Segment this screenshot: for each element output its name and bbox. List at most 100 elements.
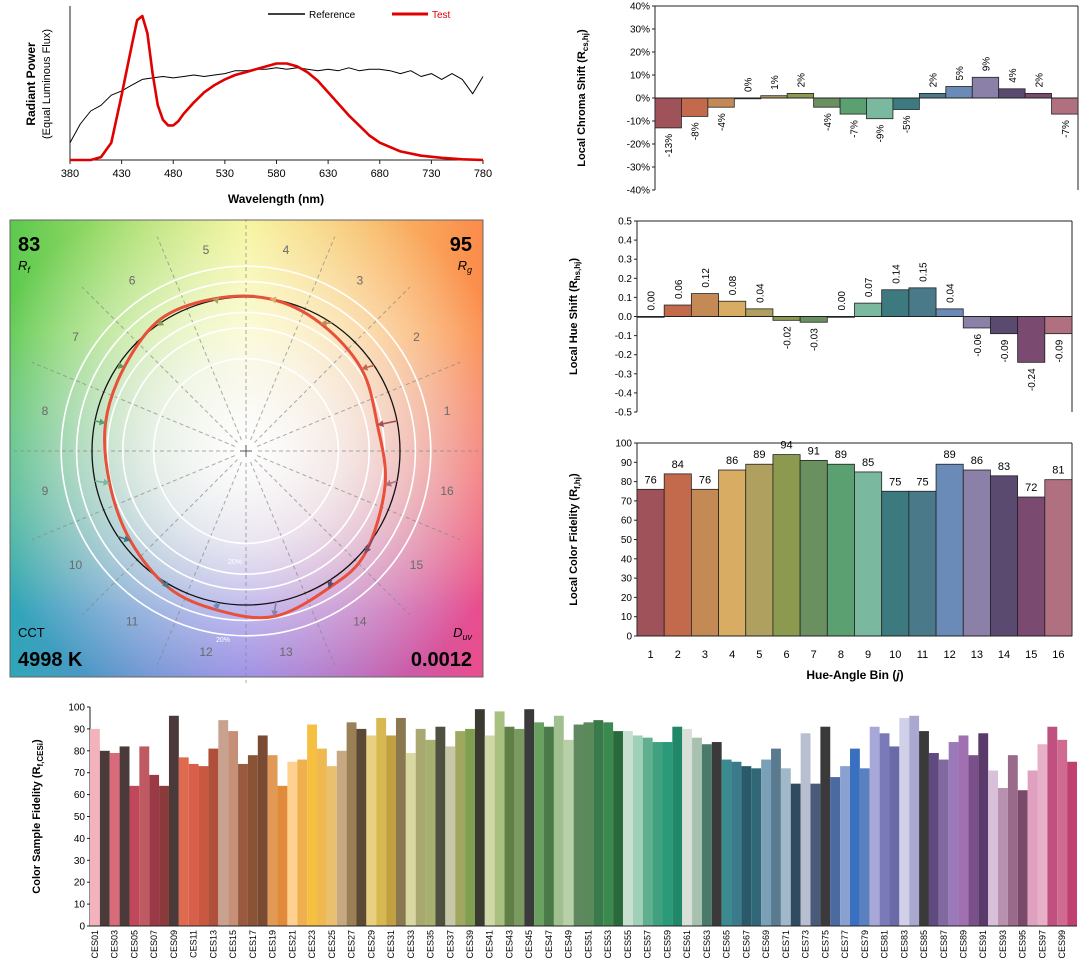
hue-bin-label-7: 7 bbox=[72, 330, 79, 344]
test-spd-line bbox=[70, 14, 484, 162]
hue-bar bbox=[962, 316, 991, 329]
hue-bin-label-4: 4 bbox=[283, 243, 290, 257]
ces-tick-label: CES87 bbox=[939, 930, 949, 959]
hue-data-label: -0.09 bbox=[1000, 339, 1011, 362]
hue-bin-label-16: 16 bbox=[440, 484, 454, 498]
ces-bar bbox=[435, 726, 446, 926]
ces-bar bbox=[1037, 744, 1048, 926]
hue-data-label: 0.06 bbox=[674, 279, 685, 299]
ces-bar bbox=[938, 759, 949, 926]
ces-tick-label: CES27 bbox=[347, 930, 357, 959]
hue-bin-label-2: 2 bbox=[413, 330, 420, 344]
hue-y-label-end: ) bbox=[568, 258, 580, 262]
chroma-data-label: 9% bbox=[981, 57, 992, 72]
ces-bar bbox=[1067, 761, 1077, 926]
reference-spd-line bbox=[69, 67, 484, 143]
ces-y-tick-label: 70 bbox=[74, 768, 86, 779]
fidelity-y-tick-label: 40 bbox=[621, 554, 633, 565]
ces-tick-label: CES81 bbox=[880, 930, 890, 959]
fidelity-data-label: 86 bbox=[971, 455, 983, 467]
hue-bin-label-11: 11 bbox=[126, 614, 139, 628]
ces-bar bbox=[178, 757, 189, 926]
ces-y-tick-label: 40 bbox=[74, 834, 86, 845]
chroma-data-label: -7% bbox=[1061, 120, 1072, 138]
ces-bar bbox=[810, 783, 821, 926]
legend-reference-label: Reference bbox=[309, 10, 356, 21]
ces-bar bbox=[701, 744, 712, 926]
hue-data-label: 0.14 bbox=[891, 264, 902, 284]
hue-data-label: 0.04 bbox=[755, 283, 766, 303]
chroma-data-label: -5% bbox=[902, 115, 913, 133]
ces-bar bbox=[99, 750, 110, 926]
ces-bar bbox=[978, 733, 989, 926]
chroma-ring bbox=[60, 265, 432, 637]
ces-bar bbox=[386, 735, 396, 926]
hue-data-label: -0.03 bbox=[810, 328, 821, 351]
rf-value: 83 bbox=[18, 234, 40, 256]
hue-data-label: 0.00 bbox=[647, 291, 658, 311]
hue-data-label: -0.09 bbox=[1054, 339, 1065, 362]
fidelity-bar bbox=[962, 469, 991, 637]
hue-bin-tick-label: 8 bbox=[838, 649, 844, 661]
ces-tick-label: CES73 bbox=[801, 930, 811, 959]
shift-arrowhead-8 bbox=[99, 418, 106, 426]
hue-bin-tick-label: 11 bbox=[917, 649, 928, 661]
ces-y-tick-label: 50 bbox=[74, 812, 86, 823]
chroma-ring bbox=[106, 311, 386, 591]
hue-bin-tick-label: 7 bbox=[811, 649, 817, 661]
shift-arrowhead-14 bbox=[327, 581, 334, 588]
hue-bin-label-3: 3 bbox=[357, 274, 364, 288]
fidelity-y-tick-label: 20 bbox=[621, 593, 633, 604]
ces-bar bbox=[307, 724, 318, 926]
hue-bin-divider bbox=[81, 286, 238, 443]
ring-label-inner: 20% bbox=[228, 559, 242, 566]
ces-bar bbox=[899, 717, 910, 926]
hue-y-label-main: Local Hue Shift (R bbox=[568, 280, 580, 375]
chroma-data-label: 4% bbox=[1008, 68, 1019, 83]
hue-bin-label-10: 10 bbox=[69, 558, 83, 572]
ces-tick-label: CES09 bbox=[169, 930, 179, 959]
chroma-y-label: Local Chroma Shift (Rcs,hj) bbox=[576, 29, 590, 167]
ces-bar bbox=[790, 783, 801, 926]
ces-bar bbox=[326, 766, 337, 926]
chroma-data-label: -7% bbox=[849, 120, 860, 138]
ces-bar bbox=[859, 768, 870, 926]
fidelity-y-label-sub: f,hj bbox=[573, 477, 582, 489]
ces-tick-label: CES75 bbox=[820, 930, 830, 959]
hue-bin-divider bbox=[156, 236, 242, 441]
hue-bin-tick-label: 4 bbox=[729, 649, 735, 661]
chroma-bar bbox=[707, 97, 735, 108]
fidelity-data-label: 72 bbox=[1025, 482, 1037, 494]
ces-tick-label: CES13 bbox=[208, 930, 218, 959]
ces-bar bbox=[90, 728, 100, 926]
chroma-y-label-main: Local Chroma Shift (R bbox=[576, 51, 588, 167]
fidelity-y-tick-label: 100 bbox=[615, 439, 632, 450]
fidelity-x-label-end: ) bbox=[900, 668, 904, 682]
ring-label-outer: 20% bbox=[216, 637, 230, 644]
shift-arrowhead-16 bbox=[385, 479, 392, 487]
chroma-bar bbox=[945, 86, 973, 99]
ces-tick-label: CES53 bbox=[603, 930, 613, 959]
ces-tick-label: CES67 bbox=[741, 930, 751, 959]
spd-x-tick-label: 730 bbox=[422, 168, 440, 180]
hue-data-label: 0.07 bbox=[864, 277, 875, 297]
hue-y-label-sub: hs,hj bbox=[573, 262, 582, 281]
ces-bar bbox=[820, 726, 831, 926]
ces-tick-label: CES79 bbox=[860, 930, 870, 959]
hue-bin-divider bbox=[256, 455, 461, 541]
fidelity-data-label: 89 bbox=[944, 449, 956, 461]
spd-x-tick-label: 480 bbox=[164, 168, 182, 180]
hue-data-label: -0.24 bbox=[1027, 368, 1038, 391]
hue-bin-tick-label: 1 bbox=[648, 649, 654, 661]
chroma-data-label: 2% bbox=[929, 73, 940, 88]
ces-tick-label: CES99 bbox=[1057, 930, 1067, 959]
chroma-shift-chart: -40% -30% -20% -10% 0% 10% 20% 30% 40% -13% -8% -4%… bbox=[576, 2, 1079, 197]
ces-bar bbox=[830, 777, 841, 926]
hue-y-tick-label: -0.1 bbox=[615, 331, 633, 342]
ces-bar bbox=[672, 726, 683, 926]
ces-tick-label: CES41 bbox=[485, 930, 495, 959]
ces-tick-label: CES07 bbox=[149, 930, 159, 959]
ces-tick-label: CES23 bbox=[307, 930, 317, 959]
fidelity-data-label: 86 bbox=[726, 455, 738, 467]
chroma-data-label: -8% bbox=[691, 122, 702, 140]
